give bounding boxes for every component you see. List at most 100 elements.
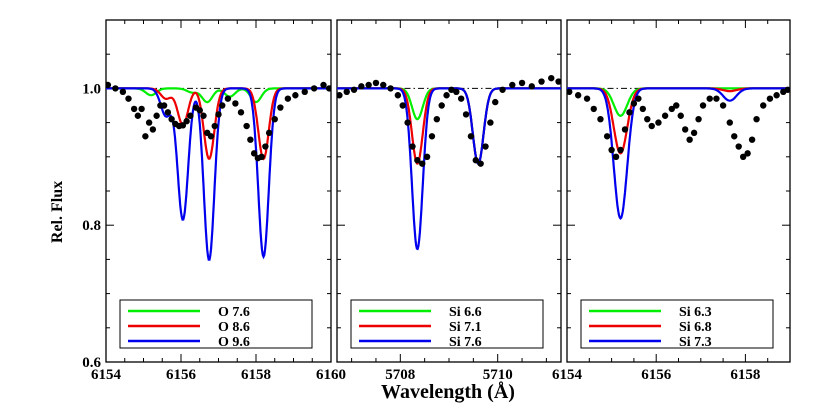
x-tick-label: 5708 — [385, 367, 415, 383]
observed-point — [145, 119, 153, 126]
observed-point — [608, 146, 615, 154]
observed-point — [443, 92, 450, 99]
observed-point — [119, 88, 127, 96]
observed-point — [277, 104, 284, 111]
x-tick-label: 6156 — [166, 367, 197, 383]
observed-point — [760, 102, 767, 109]
observed-point — [648, 122, 655, 130]
observed-point — [112, 85, 119, 92]
observed-point — [686, 136, 693, 143]
observed-point — [453, 88, 460, 96]
observed-point — [548, 74, 555, 82]
observed-point — [243, 122, 250, 130]
observed-point — [528, 83, 535, 90]
observed-point — [726, 119, 733, 126]
y-tick-label: 1.0 — [82, 81, 101, 97]
observed-point — [509, 81, 516, 89]
observed-point — [149, 126, 157, 133]
observed-point — [567, 88, 573, 96]
panels: 6154 6156 6158 6160 0.6 0.8 1.0 O 7.6O 8.6O 9.6… — [82, 19, 791, 383]
observed-point — [200, 112, 207, 119]
observed-point — [499, 86, 506, 93]
observed-point — [681, 126, 689, 133]
observed-point — [350, 86, 358, 93]
x-tick-label: 5710 — [483, 367, 513, 383]
observed-point — [134, 112, 142, 119]
observed-point — [639, 105, 647, 113]
observed-point — [487, 119, 494, 126]
model-line — [337, 87, 561, 166]
observed-point — [661, 112, 669, 119]
observed-point — [138, 105, 145, 113]
observed-point — [310, 85, 318, 92]
legend-label: Si 7.1 — [449, 320, 482, 335]
x-tick-label: 6154 — [552, 367, 583, 383]
observed-point — [325, 85, 331, 92]
x-tick-label: 6156 — [641, 367, 672, 383]
observed-point — [668, 105, 676, 113]
panel-3: 6154 6156 6158 Si 6.3Si 6.8Si 7.3 — [552, 19, 791, 383]
observed-point — [597, 115, 604, 123]
model-line — [337, 87, 561, 251]
observed-point — [706, 95, 713, 102]
observed-point — [394, 92, 402, 99]
observed-point — [583, 95, 591, 102]
observed-point — [433, 115, 441, 123]
legend-label: Si 6.6 — [449, 305, 482, 320]
observed-point — [590, 105, 597, 113]
observed-point — [399, 102, 406, 109]
observed-point — [467, 133, 475, 140]
observed-point — [258, 153, 265, 160]
model-line — [567, 87, 790, 117]
observed-point — [603, 133, 611, 140]
plot-area — [567, 86, 790, 221]
panel-1: 6154 6156 6158 6160 0.6 0.8 1.0 O 7.6O 8.6O 9.6 — [82, 19, 346, 383]
legend-label: Si 7.6 — [449, 335, 482, 350]
model-line — [337, 87, 561, 166]
panel-2: 5708 5710 Si 6.6Si 7.1Si 7.6 — [336, 19, 562, 383]
observed-point — [673, 102, 680, 109]
observed-point — [635, 95, 642, 102]
observed-point — [699, 102, 707, 109]
observed-point — [106, 81, 112, 89]
legend-label: Si 6.8 — [679, 320, 712, 335]
observed-point — [187, 112, 194, 119]
observed-point — [492, 98, 499, 106]
observed-point — [735, 143, 742, 150]
observed-point — [284, 95, 292, 102]
legend: Si 6.6Si 7.1Si 7.6 — [350, 299, 544, 350]
observed-point — [207, 133, 215, 140]
y-axis-label: Rel. Flux — [49, 181, 66, 243]
observed-point — [472, 157, 479, 164]
observed-point — [773, 92, 780, 99]
legend: O 7.6O 8.6O 9.6 — [119, 299, 313, 350]
observed-point — [142, 133, 149, 140]
x-tick-label: 6154 — [91, 367, 122, 383]
x-axis-label: Wavelength (Å) — [381, 380, 515, 403]
observed-point — [438, 102, 445, 109]
observed-point — [462, 111, 470, 118]
observed-point — [690, 129, 698, 137]
legend-label: O 9.6 — [218, 335, 250, 350]
observed-point — [630, 100, 638, 107]
observed-point — [621, 126, 629, 133]
observed-point — [164, 109, 172, 116]
observed-point — [695, 115, 702, 123]
observed-point — [380, 81, 387, 89]
observed-point — [160, 102, 168, 109]
observed-point — [250, 150, 258, 157]
observed-point — [301, 88, 308, 96]
observed-point — [574, 92, 582, 99]
observed-point — [211, 122, 218, 130]
observed-point — [482, 143, 489, 150]
observed-point — [404, 119, 411, 126]
legend-label: O 8.6 — [218, 320, 250, 335]
observed-point — [423, 153, 431, 160]
model-line — [567, 87, 790, 221]
observed-point — [617, 146, 624, 154]
observed-point — [196, 107, 203, 114]
legend-label: Si 7.3 — [679, 335, 712, 350]
y-tick-label: 0.6 — [82, 355, 101, 371]
y-tick-label: 0.8 — [82, 218, 101, 234]
